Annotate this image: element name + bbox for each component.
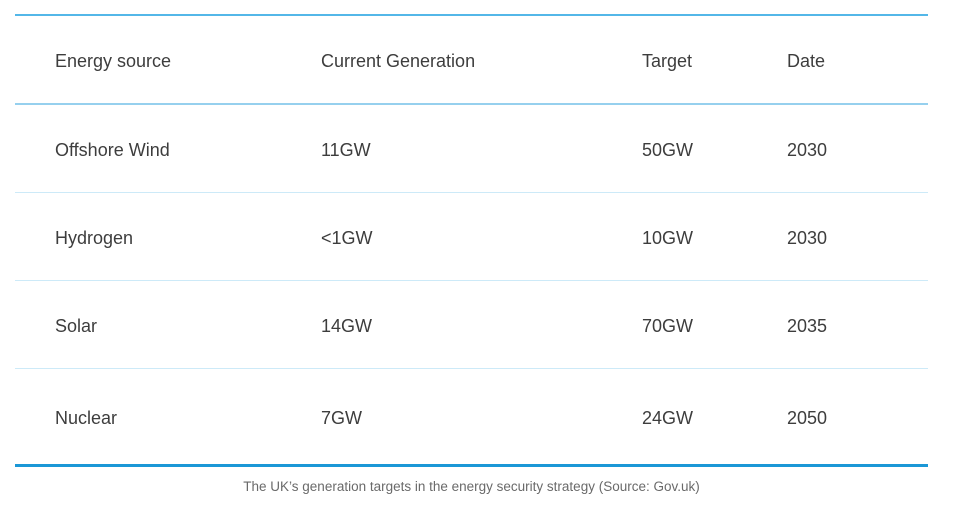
cell-target: 50GW (642, 139, 694, 160)
cell-date: 2030 (787, 139, 828, 160)
header-current-generation: Current Generation (321, 50, 476, 71)
cell-current-generation: 14GW (321, 315, 373, 336)
cell-date: 2035 (787, 315, 828, 336)
cell-current-generation: 11GW (321, 139, 371, 160)
table-container: Energy source Current Generation Target … (15, 14, 928, 496)
cell-date: 2030 (787, 227, 828, 248)
table-row-hydrogen: Hydrogen <1GW 10GW 2030 (15, 193, 928, 281)
energy-targets-table: Energy source Current Generation Target … (15, 14, 928, 467)
table-row-solar: Solar 14GW 70GW 2035 (15, 281, 928, 369)
header-energy-source: Energy source (55, 50, 172, 71)
header-target: Target (642, 50, 693, 71)
cell-target: 24GW (642, 407, 694, 428)
cell-energy-source: Hydrogen (55, 227, 134, 248)
table-row-offshore-wind: Offshore Wind 11GW 50GW 2030 (15, 105, 928, 193)
cell-date: 2050 (787, 407, 828, 428)
header-date: Date (787, 50, 826, 71)
table-header-row: Energy source Current Generation Target … (15, 16, 928, 105)
cell-energy-source: Offshore Wind (55, 139, 170, 160)
cell-target: 10GW (642, 227, 694, 248)
cell-current-generation: <1GW (321, 227, 373, 248)
cell-current-generation: 7GW (321, 407, 363, 428)
table-row-nuclear: Nuclear 7GW 24GW 2050 (15, 369, 928, 464)
cell-energy-source: Solar (55, 315, 98, 336)
cell-energy-source: Nuclear (55, 407, 118, 428)
table-caption: The UK’s generation targets in the energ… (243, 479, 700, 494)
cell-target: 70GW (642, 315, 694, 336)
